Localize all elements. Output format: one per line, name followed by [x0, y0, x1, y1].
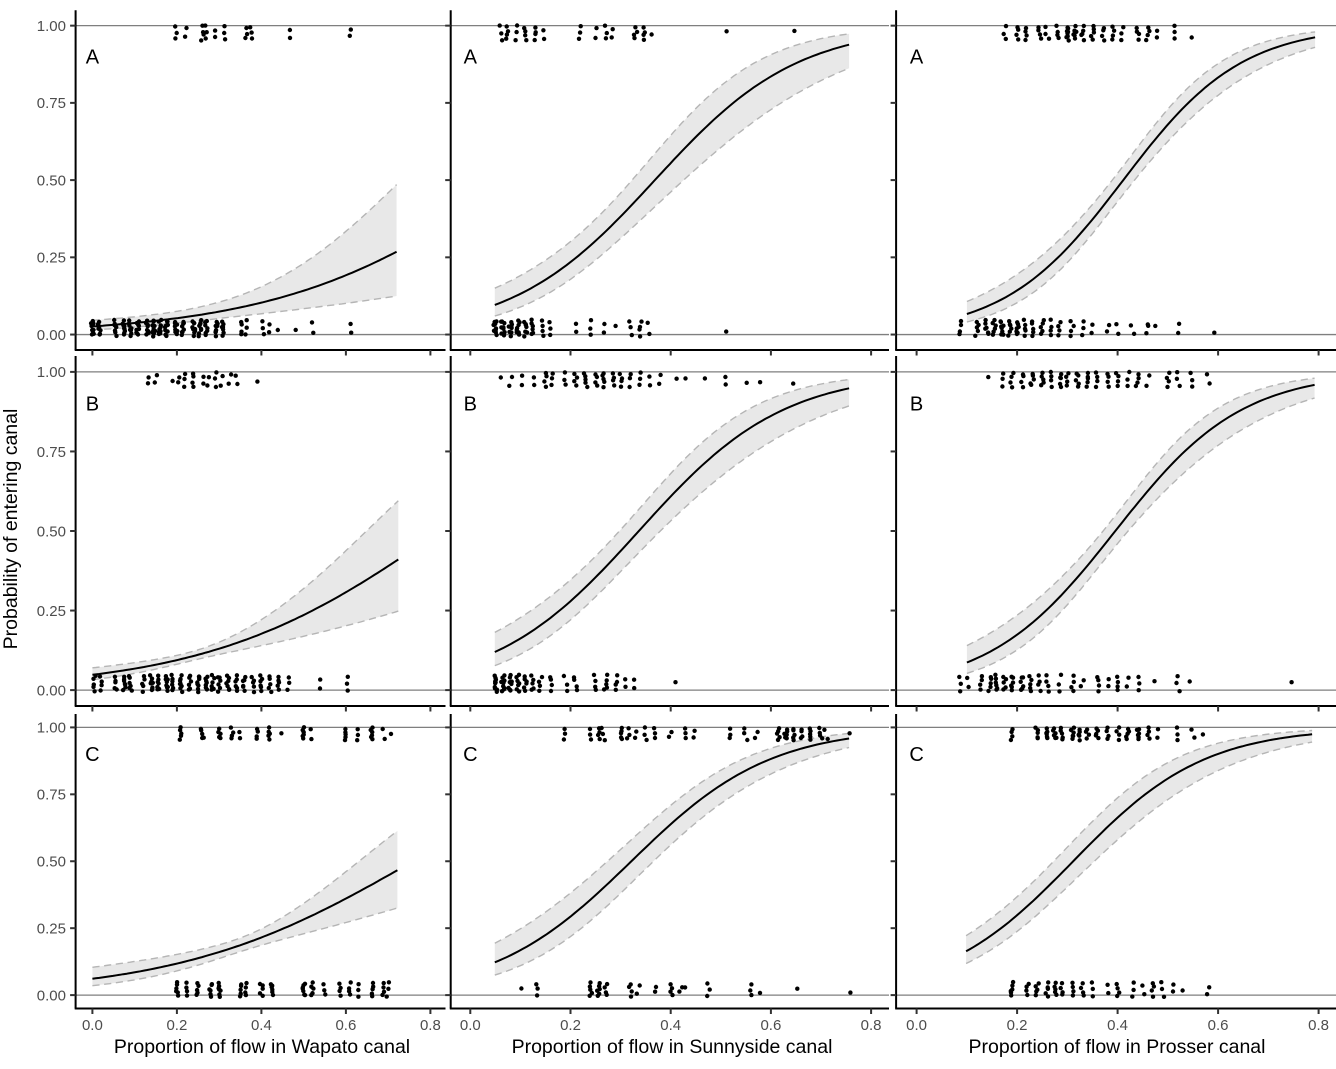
svg-text:B: B [86, 394, 99, 416]
svg-text:0.75: 0.75 [37, 95, 66, 112]
svg-text:0.8: 0.8 [420, 1017, 441, 1034]
svg-text:0.25: 0.25 [37, 603, 66, 620]
svg-text:0.6: 0.6 [760, 1017, 781, 1034]
svg-text:Proportion of flow in Prosser: Proportion of flow in Prosser canal [969, 1036, 1266, 1058]
svg-text:Probability of entering canal: Probability of entering canal [0, 409, 22, 650]
svg-text:0.2: 0.2 [560, 1017, 581, 1034]
svg-text:B: B [910, 394, 923, 416]
svg-text:0.50: 0.50 [37, 172, 66, 189]
svg-text:0.2: 0.2 [166, 1017, 187, 1034]
svg-text:0.25: 0.25 [37, 250, 66, 267]
svg-text:0.00: 0.00 [37, 987, 66, 1004]
svg-text:0.75: 0.75 [37, 787, 66, 804]
svg-text:0.6: 0.6 [335, 1017, 356, 1034]
svg-text:0.50: 0.50 [37, 523, 66, 540]
svg-text:0.00: 0.00 [37, 327, 66, 344]
svg-text:0.4: 0.4 [660, 1017, 681, 1034]
svg-text:C: C [909, 744, 923, 766]
svg-text:0.0: 0.0 [906, 1017, 927, 1034]
svg-text:0.50: 0.50 [37, 854, 66, 871]
svg-text:0.75: 0.75 [37, 444, 66, 461]
svg-text:0.4: 0.4 [251, 1017, 272, 1034]
svg-text:Proportion of flow in Sunnysid: Proportion of flow in Sunnyside canal [512, 1036, 833, 1058]
svg-text:0.0: 0.0 [82, 1017, 103, 1034]
svg-text:0.6: 0.6 [1208, 1017, 1229, 1034]
svg-text:0.00: 0.00 [37, 682, 66, 699]
svg-text:0.2: 0.2 [1007, 1017, 1028, 1034]
svg-text:1.00: 1.00 [37, 364, 66, 381]
svg-text:A: A [464, 47, 478, 69]
svg-text:Proportion of flow in Wapato c: Proportion of flow in Wapato canal [114, 1036, 410, 1058]
svg-text:1.00: 1.00 [37, 720, 66, 737]
svg-text:A: A [910, 47, 924, 69]
svg-text:C: C [463, 744, 477, 766]
svg-text:0.25: 0.25 [37, 921, 66, 938]
svg-text:A: A [86, 47, 100, 69]
svg-text:B: B [464, 394, 477, 416]
svg-text:1.00: 1.00 [37, 18, 66, 35]
svg-text:C: C [85, 744, 99, 766]
svg-text:0.4: 0.4 [1107, 1017, 1128, 1034]
svg-text:0.8: 0.8 [861, 1017, 882, 1034]
svg-text:0.8: 0.8 [1308, 1017, 1329, 1034]
svg-text:0.0: 0.0 [460, 1017, 481, 1034]
